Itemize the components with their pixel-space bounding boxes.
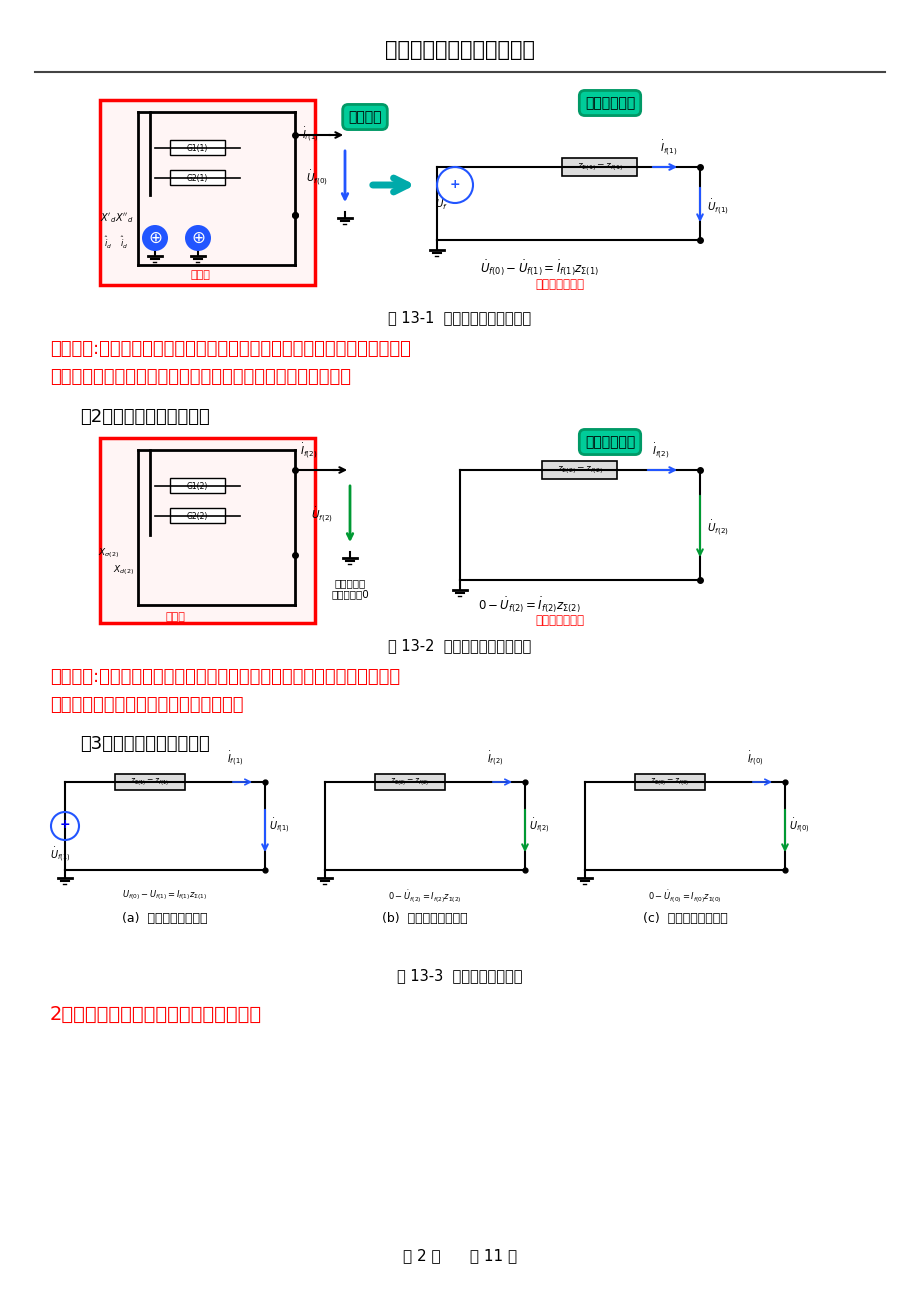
FancyBboxPatch shape [542, 461, 617, 479]
FancyBboxPatch shape [100, 100, 314, 285]
Text: 2、不对称短路的序参数表示的边界条件: 2、不对称短路的序参数表示的边界条件 [50, 1005, 262, 1023]
FancyBboxPatch shape [375, 773, 445, 790]
Text: $X_{\sigma(2)}$: $X_{\sigma(2)}$ [97, 546, 119, 560]
Text: $\dot{U}_{f(1)}$: $\dot{U}_{f(1)}$ [50, 845, 70, 863]
Text: $z_{\Sigma(1)}=z_{f(1)}$: $z_{\Sigma(1)}=z_{f(1)}$ [576, 161, 622, 173]
Text: $\hat{i}_d$: $\hat{i}_d$ [104, 234, 112, 251]
Text: 形成原理:根据戴维南定理，可把短路点以内的系统（上图红框以内的部分）: 形成原理:根据戴维南定理，可把短路点以内的系统（上图红框以内的部分） [50, 340, 411, 358]
Text: $\dot{I}_{f(1)}$: $\dot{I}_{f(1)}$ [227, 750, 243, 768]
FancyBboxPatch shape [562, 158, 637, 176]
Text: G2(1): G2(1) [187, 173, 208, 182]
Text: $U_{f(0)}-U_{f(1)}=I_{f(1)}z_{\Sigma(1)}$: $U_{f(0)}-U_{f(1)}=I_{f(1)}z_{\Sigma(1)}… [122, 888, 208, 902]
Text: 正序输入阻抗: 正序输入阻抗 [584, 96, 634, 109]
Text: (c)  零序网络等值电路: (c) 零序网络等值电路 [642, 911, 727, 924]
Text: $\dot{U}_{f(1)}$: $\dot{U}_{f(1)}$ [268, 816, 289, 836]
Text: $0-\dot{U}_{f(2)}=\dot{I}_{f(2)}z_{\Sigma(2)}$: $0-\dot{U}_{f(2)}=\dot{I}_{f(2)}z_{\Sigm… [478, 595, 580, 615]
Text: $\dot{I}_{f(2)}$: $\dot{I}_{f(2)}$ [652, 441, 669, 460]
Text: （3）零序网络的等值电路: （3）零序网络的等值电路 [80, 736, 210, 753]
Text: $\dot{U}_{f}$: $\dot{U}_{f}$ [435, 195, 448, 212]
FancyBboxPatch shape [170, 171, 225, 185]
Text: $z_{\Sigma(1)}=z_{f(1)}$: $z_{\Sigma(1)}=z_{f(1)}$ [130, 776, 170, 788]
Text: G1(1): G1(1) [187, 143, 208, 152]
Circle shape [142, 225, 168, 251]
Text: $\dot{I}_{f(0)}$: $\dot{I}_{f(0)}$ [746, 750, 763, 768]
Text: G2(2): G2(2) [187, 512, 208, 521]
Text: $z_{\Sigma(0)}=z_{f(0)}$: $z_{\Sigma(0)}=z_{f(0)}$ [650, 776, 689, 788]
Text: $X''_d$: $X''_d$ [115, 211, 133, 225]
Text: 大连理工大学网络教育学院: 大连理工大学网络教育学院 [384, 40, 535, 60]
Text: 负序网: 负序网 [165, 612, 185, 622]
Text: $X_{d(2)}$: $X_{d(2)}$ [113, 562, 134, 577]
Text: 看作是一个以空载电压为电动势、输入阻抗为内阻抗的电压源。: 看作是一个以空载电压为电动势、输入阻抗为内阻抗的电压源。 [50, 368, 351, 385]
Text: $\dot{I}_{f(2)}$: $\dot{I}_{f(2)}$ [486, 750, 503, 768]
Text: 形成原理:根据戴维南定理，可把短路点以内的系统看作是一个以空载电压: 形成原理:根据戴维南定理，可把短路点以内的系统看作是一个以空载电压 [50, 668, 400, 686]
Text: ⊕: ⊕ [191, 229, 205, 247]
Text: +: + [60, 819, 70, 832]
Text: $0-\dot{U}_{f(2)}=I_{f(2)}z_{\Sigma(2)}$: $0-\dot{U}_{f(2)}=I_{f(2)}z_{\Sigma(2)}$ [388, 888, 461, 905]
FancyBboxPatch shape [170, 478, 225, 493]
Text: 正序网: 正序网 [190, 270, 210, 280]
Text: $X'_d$: $X'_d$ [99, 211, 116, 225]
Text: $z_{\Sigma(2)}=z_{f(2)}$: $z_{\Sigma(2)}=z_{f(2)}$ [556, 464, 603, 477]
Text: 图 13-3  三序网络等值电路: 图 13-3 三序网络等值电路 [397, 967, 522, 983]
Text: G1(2): G1(2) [187, 482, 208, 491]
Text: $\dot{U}_{f(1)}$: $\dot{U}_{f(1)}$ [706, 198, 728, 216]
Text: $\dot{U}_{f(0)}-\dot{U}_{f(1)}=\dot{I}_{f(1)}z_{\Sigma(1)}$: $\dot{U}_{f(0)}-\dot{U}_{f(1)}=\dot{I}_{… [480, 258, 598, 277]
Text: 图 13-1  正序网络等值电路形成: 图 13-1 正序网络等值电路形成 [388, 310, 531, 326]
Text: $\dot{I}_{f(1)}$: $\dot{I}_{f(1)}$ [659, 138, 676, 158]
FancyBboxPatch shape [115, 773, 185, 790]
Text: 为电动势、输入阻抗为内阻抗的电压源。: 为电动势、输入阻抗为内阻抗的电压源。 [50, 697, 244, 713]
Text: (a)  正序网络等值电路: (a) 正序网络等值电路 [122, 911, 208, 924]
Text: $\dot{I}_{f(2)}$: $\dot{I}_{f(2)}$ [300, 441, 317, 460]
Text: 正序网等值电路: 正序网等值电路 [535, 279, 584, 292]
Text: ⊕: ⊕ [148, 229, 162, 247]
Circle shape [185, 225, 210, 251]
Text: $z_{\Sigma(2)}=z_{f(2)}$: $z_{\Sigma(2)}=z_{f(2)}$ [390, 776, 429, 788]
FancyBboxPatch shape [100, 437, 314, 622]
Text: 负序网络的
空载电压为0: 负序网络的 空载电压为0 [331, 578, 369, 600]
FancyBboxPatch shape [170, 508, 225, 523]
Text: (b)  负序网络等值电路: (b) 负序网络等值电路 [381, 911, 467, 924]
Text: 第 2 页      共 11 页: 第 2 页 共 11 页 [403, 1249, 516, 1263]
Text: $\dot{U}_{f(2)}$: $\dot{U}_{f(2)}$ [706, 518, 728, 538]
Text: $\dot{U}_{f(0)}$: $\dot{U}_{f(0)}$ [306, 169, 328, 187]
Text: $\dot{U}_{f(0)}$: $\dot{U}_{f(0)}$ [789, 816, 809, 836]
Text: $\dot{U}_{f(2)}$: $\dot{U}_{f(2)}$ [311, 505, 333, 525]
Text: （2）负序网络的等值电路: （2）负序网络的等值电路 [80, 408, 210, 426]
Text: $\hat{i}_d$: $\hat{i}_d$ [119, 234, 128, 251]
Text: 负序网等值电路: 负序网等值电路 [535, 615, 584, 628]
Text: $\dot{U}_{f(2)}$: $\dot{U}_{f(2)}$ [528, 816, 549, 836]
Text: $\dot{I}_{f(1)}$: $\dot{I}_{f(1)}$ [301, 125, 318, 143]
Text: 图 13-2  负序网络等值电路形成: 图 13-2 负序网络等值电路形成 [388, 638, 531, 654]
FancyBboxPatch shape [634, 773, 704, 790]
FancyBboxPatch shape [170, 141, 225, 155]
Text: $0-\dot{U}_{f(0)}=I_{f(0)}z_{\Sigma(0)}$: $0-\dot{U}_{f(0)}=I_{f(0)}z_{\Sigma(0)}$ [647, 888, 721, 905]
Text: +: + [449, 177, 460, 190]
Text: 负序输入阻抗: 负序输入阻抗 [584, 435, 634, 449]
Text: 开路电压: 开路电压 [348, 109, 381, 124]
